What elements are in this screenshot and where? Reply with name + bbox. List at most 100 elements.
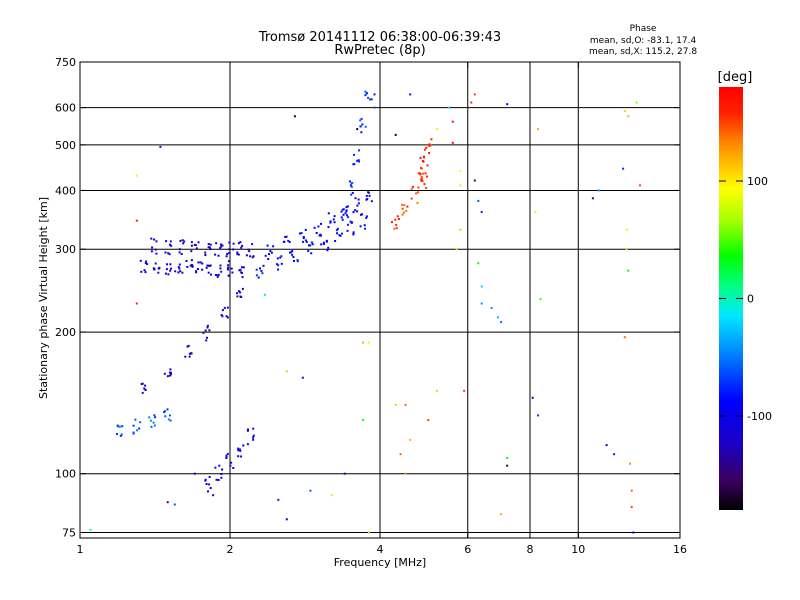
data-point (252, 427, 255, 430)
data-point (163, 372, 166, 375)
data-point (293, 115, 296, 118)
data-point (537, 128, 539, 131)
data-point (251, 243, 254, 246)
data-point (613, 453, 616, 456)
data-point (136, 429, 138, 432)
data-point (89, 528, 92, 531)
data-point (332, 218, 335, 221)
data-point (186, 265, 189, 268)
data-point (451, 141, 454, 144)
data-point (193, 472, 196, 475)
data-point (349, 184, 352, 187)
data-point (326, 249, 329, 252)
data-point (342, 208, 345, 211)
data-point (170, 267, 173, 270)
data-point (367, 96, 370, 99)
data-point (255, 268, 258, 271)
data-point (304, 228, 307, 231)
data-point (208, 265, 211, 267)
data-point (204, 329, 207, 332)
data-point (539, 298, 542, 301)
data-point (165, 240, 168, 243)
data-point (166, 501, 169, 504)
data-point (190, 244, 193, 247)
data-point (358, 160, 360, 163)
data-point (277, 268, 280, 271)
data-point (365, 217, 368, 219)
data-point (605, 444, 608, 447)
data-point (367, 191, 370, 194)
data-point (399, 453, 402, 456)
data-point (144, 384, 147, 387)
data-point (177, 266, 180, 269)
data-point (291, 253, 294, 256)
data-point (428, 152, 431, 154)
data-point (350, 185, 353, 188)
data-point (364, 90, 367, 93)
data-point (215, 242, 218, 245)
data-point (264, 254, 267, 257)
data-point (359, 225, 362, 228)
data-point (170, 373, 172, 376)
data-point (143, 387, 146, 390)
x-tick-label: 4 (377, 543, 384, 556)
data-point (169, 371, 172, 374)
data-point (173, 503, 176, 506)
data-point (623, 110, 626, 112)
data-point (336, 232, 338, 235)
data-point (228, 241, 231, 244)
data-point (395, 227, 398, 230)
data-point (196, 268, 199, 270)
data-point (622, 167, 625, 170)
data-point (227, 264, 230, 267)
data-point (191, 265, 194, 268)
data-point (368, 194, 371, 197)
data-point (263, 293, 266, 296)
data-point (322, 243, 325, 245)
data-point (208, 483, 211, 486)
data-point (229, 464, 232, 467)
data-point (164, 272, 167, 275)
data-point (311, 243, 314, 246)
data-point (204, 251, 207, 254)
data-point (362, 341, 365, 344)
data-point (339, 234, 342, 237)
data-point (370, 98, 373, 101)
data-point (406, 205, 409, 208)
y-tick-label: 75 (62, 526, 76, 539)
stats-line-o: mean, sd,O: -83.1, 17.4 (590, 36, 697, 46)
data-point (459, 170, 462, 172)
data-point (240, 246, 243, 249)
data-point (301, 376, 304, 379)
data-point (146, 263, 149, 266)
data-point (279, 256, 282, 259)
data-point (201, 268, 204, 271)
data-point (497, 316, 499, 319)
data-point (293, 260, 295, 262)
data-point (208, 246, 211, 249)
data-point (174, 270, 177, 273)
data-point (416, 201, 419, 204)
data-point (220, 270, 223, 273)
data-point (329, 221, 332, 224)
data-point (215, 478, 218, 481)
data-point (310, 252, 313, 255)
data-point (217, 254, 220, 257)
data-point (219, 264, 222, 267)
data-point (358, 149, 360, 152)
data-point (240, 455, 243, 458)
data-point (362, 419, 365, 422)
data-point (300, 232, 303, 235)
data-point (148, 416, 151, 419)
data-point (135, 174, 138, 177)
colorbar-ticks: 100 0 -100 (719, 175, 772, 423)
data-point (367, 531, 370, 534)
data-point (226, 253, 229, 256)
data-point (348, 180, 351, 183)
data-point (405, 209, 408, 212)
data-point (150, 425, 153, 428)
data-point (153, 238, 156, 241)
data-point (477, 199, 480, 202)
data-point (267, 258, 270, 260)
